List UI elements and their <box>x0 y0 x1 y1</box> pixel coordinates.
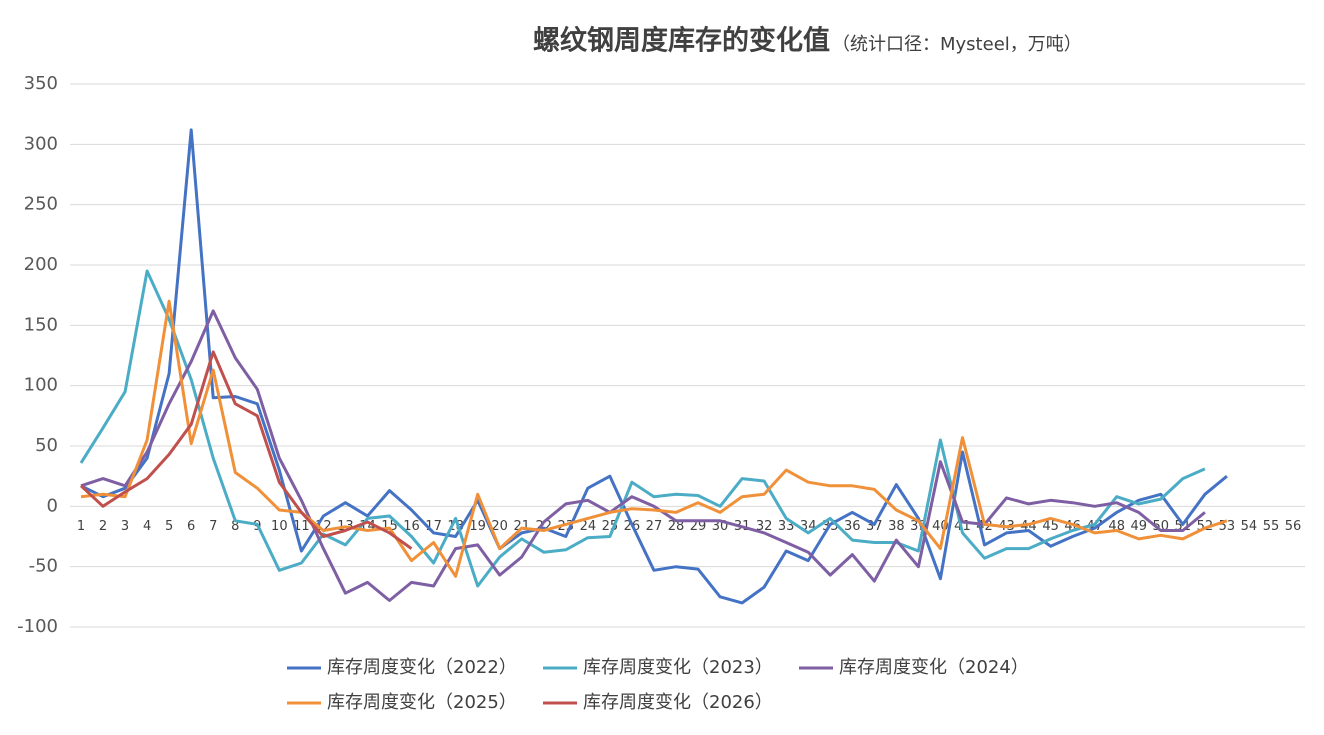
x-tick-label: 10 <box>271 519 288 534</box>
x-tick-label: 38 <box>888 519 905 534</box>
x-tick-label: 19 <box>469 519 486 534</box>
chart-title: 螺纹钢周度库存的变化值 <box>533 25 830 57</box>
y-tick-label: -100 <box>17 616 58 637</box>
y-tick-label: 250 <box>24 194 58 215</box>
series-line <box>80 299 1228 578</box>
x-tick-label: 8 <box>231 519 239 534</box>
legend-label: 库存周度变化（2024） <box>839 657 1029 678</box>
series-line <box>79 350 413 550</box>
series-line <box>80 128 1228 605</box>
chart-subtitle: （统计口径：Mysteel，万吨） <box>832 34 1082 55</box>
x-tick-label: 3 <box>121 519 129 534</box>
x-tick-label: 54 <box>1241 519 1258 534</box>
x-tick-label: 24 <box>580 519 597 534</box>
x-tick-label: 28 <box>668 519 685 534</box>
legend-label: 库存周度变化（2025） <box>327 692 517 713</box>
x-tick-label: 32 <box>756 519 773 534</box>
x-tick-label: 4 <box>143 519 151 534</box>
y-tick-label: -50 <box>29 556 58 577</box>
y-tick-label: 200 <box>24 254 58 275</box>
x-tick-label: 45 <box>1042 519 1059 534</box>
x-tick-label: 5 <box>165 519 173 534</box>
legend-label: 库存周度变化（2023） <box>583 657 773 678</box>
legend-label: 库存周度变化（2022） <box>327 657 517 678</box>
y-tick-label: 0 <box>47 495 58 516</box>
x-tick-label: 55 <box>1263 519 1280 534</box>
y-tick-label: 100 <box>24 375 58 396</box>
x-tick-label: 20 <box>491 519 508 534</box>
x-tick-label: 1 <box>77 519 85 534</box>
series-line <box>80 309 1206 602</box>
x-tick-label: 56 <box>1285 519 1302 534</box>
x-tick-label: 7 <box>209 519 217 534</box>
y-tick-label: 300 <box>24 133 58 154</box>
y-tick-label: 350 <box>24 73 58 94</box>
x-tick-label: 16 <box>403 519 420 534</box>
x-tick-label: 29 <box>690 519 707 534</box>
x-tick-label: 6 <box>187 519 195 534</box>
x-tick-label: 49 <box>1130 519 1147 534</box>
x-tick-label: 2 <box>99 519 107 534</box>
y-tick-label: 150 <box>24 314 58 335</box>
legend-label: 库存周度变化（2026） <box>583 692 773 713</box>
x-tick-label: 27 <box>646 519 663 534</box>
y-tick-label: 50 <box>35 435 58 456</box>
series-line <box>79 269 1206 588</box>
x-tick-label: 36 <box>844 519 861 534</box>
